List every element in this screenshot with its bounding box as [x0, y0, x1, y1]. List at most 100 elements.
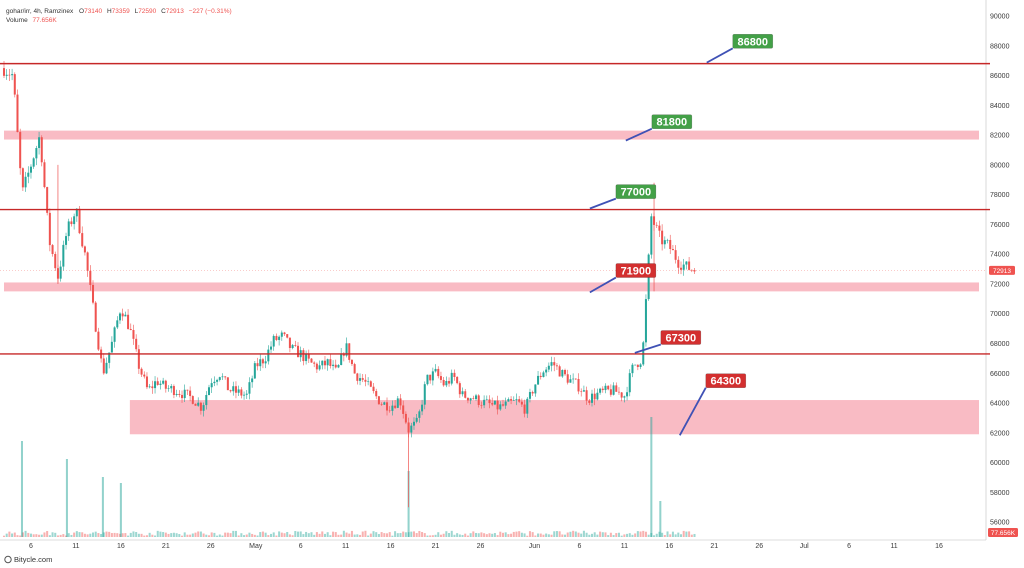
candle-body [475, 395, 478, 400]
volume-bar [205, 534, 208, 537]
candle-body [679, 267, 683, 270]
candle-body [329, 359, 332, 366]
price-tick-label: 68000 [990, 341, 1010, 348]
candle-body [671, 248, 674, 251]
volume-bar [480, 532, 483, 537]
candle-body [599, 388, 602, 393]
candle-body [145, 376, 148, 388]
candle-body [305, 353, 308, 362]
price-tick-label: 76000 [990, 222, 1010, 229]
change-value: −227 (−0.31%) [189, 8, 232, 15]
candle-body [472, 398, 475, 400]
volume-bar [226, 532, 229, 537]
candle-body [466, 397, 469, 401]
time-tick-label: 26 [755, 543, 763, 550]
volume-bar [54, 532, 57, 537]
volume-bar [29, 533, 32, 537]
volume-bar [361, 531, 364, 537]
candle-body [628, 373, 631, 393]
volume-bar [127, 535, 130, 537]
volume-bar [596, 534, 599, 537]
volume-bar [234, 530, 237, 537]
volume-bar [332, 531, 335, 537]
volume-bar [507, 534, 510, 537]
volume-bar [75, 531, 78, 537]
candle-body [512, 400, 515, 401]
candle-body [51, 245, 54, 254]
volume-bar [574, 531, 577, 537]
volume-bar [558, 531, 561, 537]
candle-body [135, 338, 138, 350]
volume-bar [16, 535, 19, 537]
candle-body [580, 391, 583, 393]
volume-bar [504, 532, 507, 537]
candle-body [528, 392, 531, 399]
volume-bar [210, 532, 213, 537]
candle-body [270, 346, 273, 350]
candle-body [421, 404, 424, 412]
candle-body [585, 390, 588, 401]
candle-body [2, 68, 6, 76]
candle-body [423, 384, 426, 405]
volume-bar [353, 534, 356, 537]
volume-bar [318, 533, 321, 537]
badge-pointer [625, 127, 653, 142]
volume-bar [601, 532, 604, 537]
candle-body [631, 364, 634, 374]
candle-body [523, 404, 526, 414]
candle-body [412, 421, 415, 426]
candle-body [296, 345, 300, 358]
volume-bar [94, 531, 97, 537]
candle-body [542, 372, 545, 378]
candle-body [32, 158, 35, 167]
time-tick-label: 6 [29, 543, 33, 550]
volume-bar [51, 532, 54, 537]
candle-body [318, 365, 321, 370]
volume-bar [86, 534, 89, 537]
candle-body [353, 364, 356, 374]
candle-body [334, 364, 337, 368]
candle-body [162, 380, 165, 384]
badge-pointer [706, 47, 734, 64]
candle-body [442, 379, 445, 386]
volume-bar [253, 534, 256, 537]
candle-body [97, 331, 100, 350]
candle-body [364, 379, 367, 382]
candle-body [75, 208, 78, 217]
volume-bar [256, 535, 259, 537]
candle-body [690, 269, 693, 271]
volume-bar [189, 534, 192, 537]
candle-body [431, 371, 434, 381]
badge-pointer [678, 387, 707, 436]
candle-body [178, 393, 181, 395]
volume-bar [202, 533, 205, 537]
candle-body [617, 391, 620, 393]
candle-body [388, 410, 391, 412]
candle-body [302, 350, 305, 362]
volume-bar [183, 532, 186, 537]
volume-bar [693, 533, 696, 537]
candle-body [623, 396, 626, 398]
candle-body [545, 369, 548, 373]
volume-bar [644, 531, 647, 537]
volume-value-label: 77.656K [991, 530, 1016, 537]
candle-body [167, 388, 170, 389]
candle-body [342, 353, 345, 356]
volume-bar [345, 532, 348, 537]
candle-body [251, 378, 254, 383]
candle-body [434, 368, 437, 372]
volume-bar [32, 534, 35, 537]
volume-bar [659, 501, 662, 537]
price-tick-label: 56000 [990, 520, 1010, 527]
volume-bar [528, 531, 531, 537]
candle-body [315, 363, 318, 370]
candle-body [81, 233, 84, 247]
volume-bar [275, 535, 278, 537]
volume-bar [499, 531, 502, 537]
volume-legend: Volume 77.656K [6, 17, 57, 24]
time-tick-label: 11 [621, 543, 628, 550]
candle-body [221, 376, 224, 378]
volume-bar [251, 533, 254, 537]
watermark: Bitycle.com [4, 555, 52, 564]
